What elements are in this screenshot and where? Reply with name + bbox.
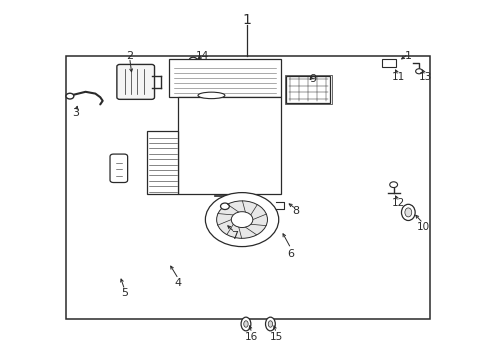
Circle shape: [415, 69, 422, 74]
Bar: [285, 76, 329, 103]
Text: 16: 16: [244, 332, 258, 342]
FancyBboxPatch shape: [117, 64, 154, 99]
Text: 1: 1: [242, 13, 251, 27]
Bar: [168, 59, 281, 97]
Ellipse shape: [401, 204, 414, 220]
Bar: [284, 75, 331, 104]
Circle shape: [389, 182, 397, 188]
Text: 3: 3: [72, 108, 79, 118]
Text: 6: 6: [287, 249, 294, 259]
Bar: [66, 56, 429, 319]
Ellipse shape: [243, 321, 248, 327]
Text: 13: 13: [418, 72, 431, 82]
Ellipse shape: [241, 317, 250, 331]
Text: 10: 10: [416, 222, 428, 232]
Text: 5: 5: [121, 288, 128, 298]
Ellipse shape: [268, 321, 272, 327]
Ellipse shape: [265, 317, 275, 331]
Text: 7: 7: [231, 231, 238, 241]
Circle shape: [220, 203, 229, 210]
Text: 14: 14: [196, 51, 209, 61]
Ellipse shape: [198, 92, 224, 99]
FancyBboxPatch shape: [110, 154, 127, 183]
Text: 2: 2: [126, 51, 133, 61]
Circle shape: [231, 212, 252, 228]
Circle shape: [205, 193, 278, 247]
Text: 1: 1: [404, 51, 411, 61]
Circle shape: [66, 93, 74, 99]
Ellipse shape: [404, 208, 411, 217]
Bar: [146, 131, 178, 194]
Bar: [382, 59, 395, 67]
Text: 15: 15: [269, 332, 283, 342]
Circle shape: [189, 57, 197, 63]
Text: 11: 11: [391, 72, 405, 82]
Bar: [178, 97, 281, 194]
Circle shape: [216, 201, 267, 238]
Text: 9: 9: [309, 74, 316, 84]
Text: 4: 4: [175, 278, 182, 288]
Text: 8: 8: [292, 206, 299, 216]
Text: 12: 12: [391, 198, 405, 208]
